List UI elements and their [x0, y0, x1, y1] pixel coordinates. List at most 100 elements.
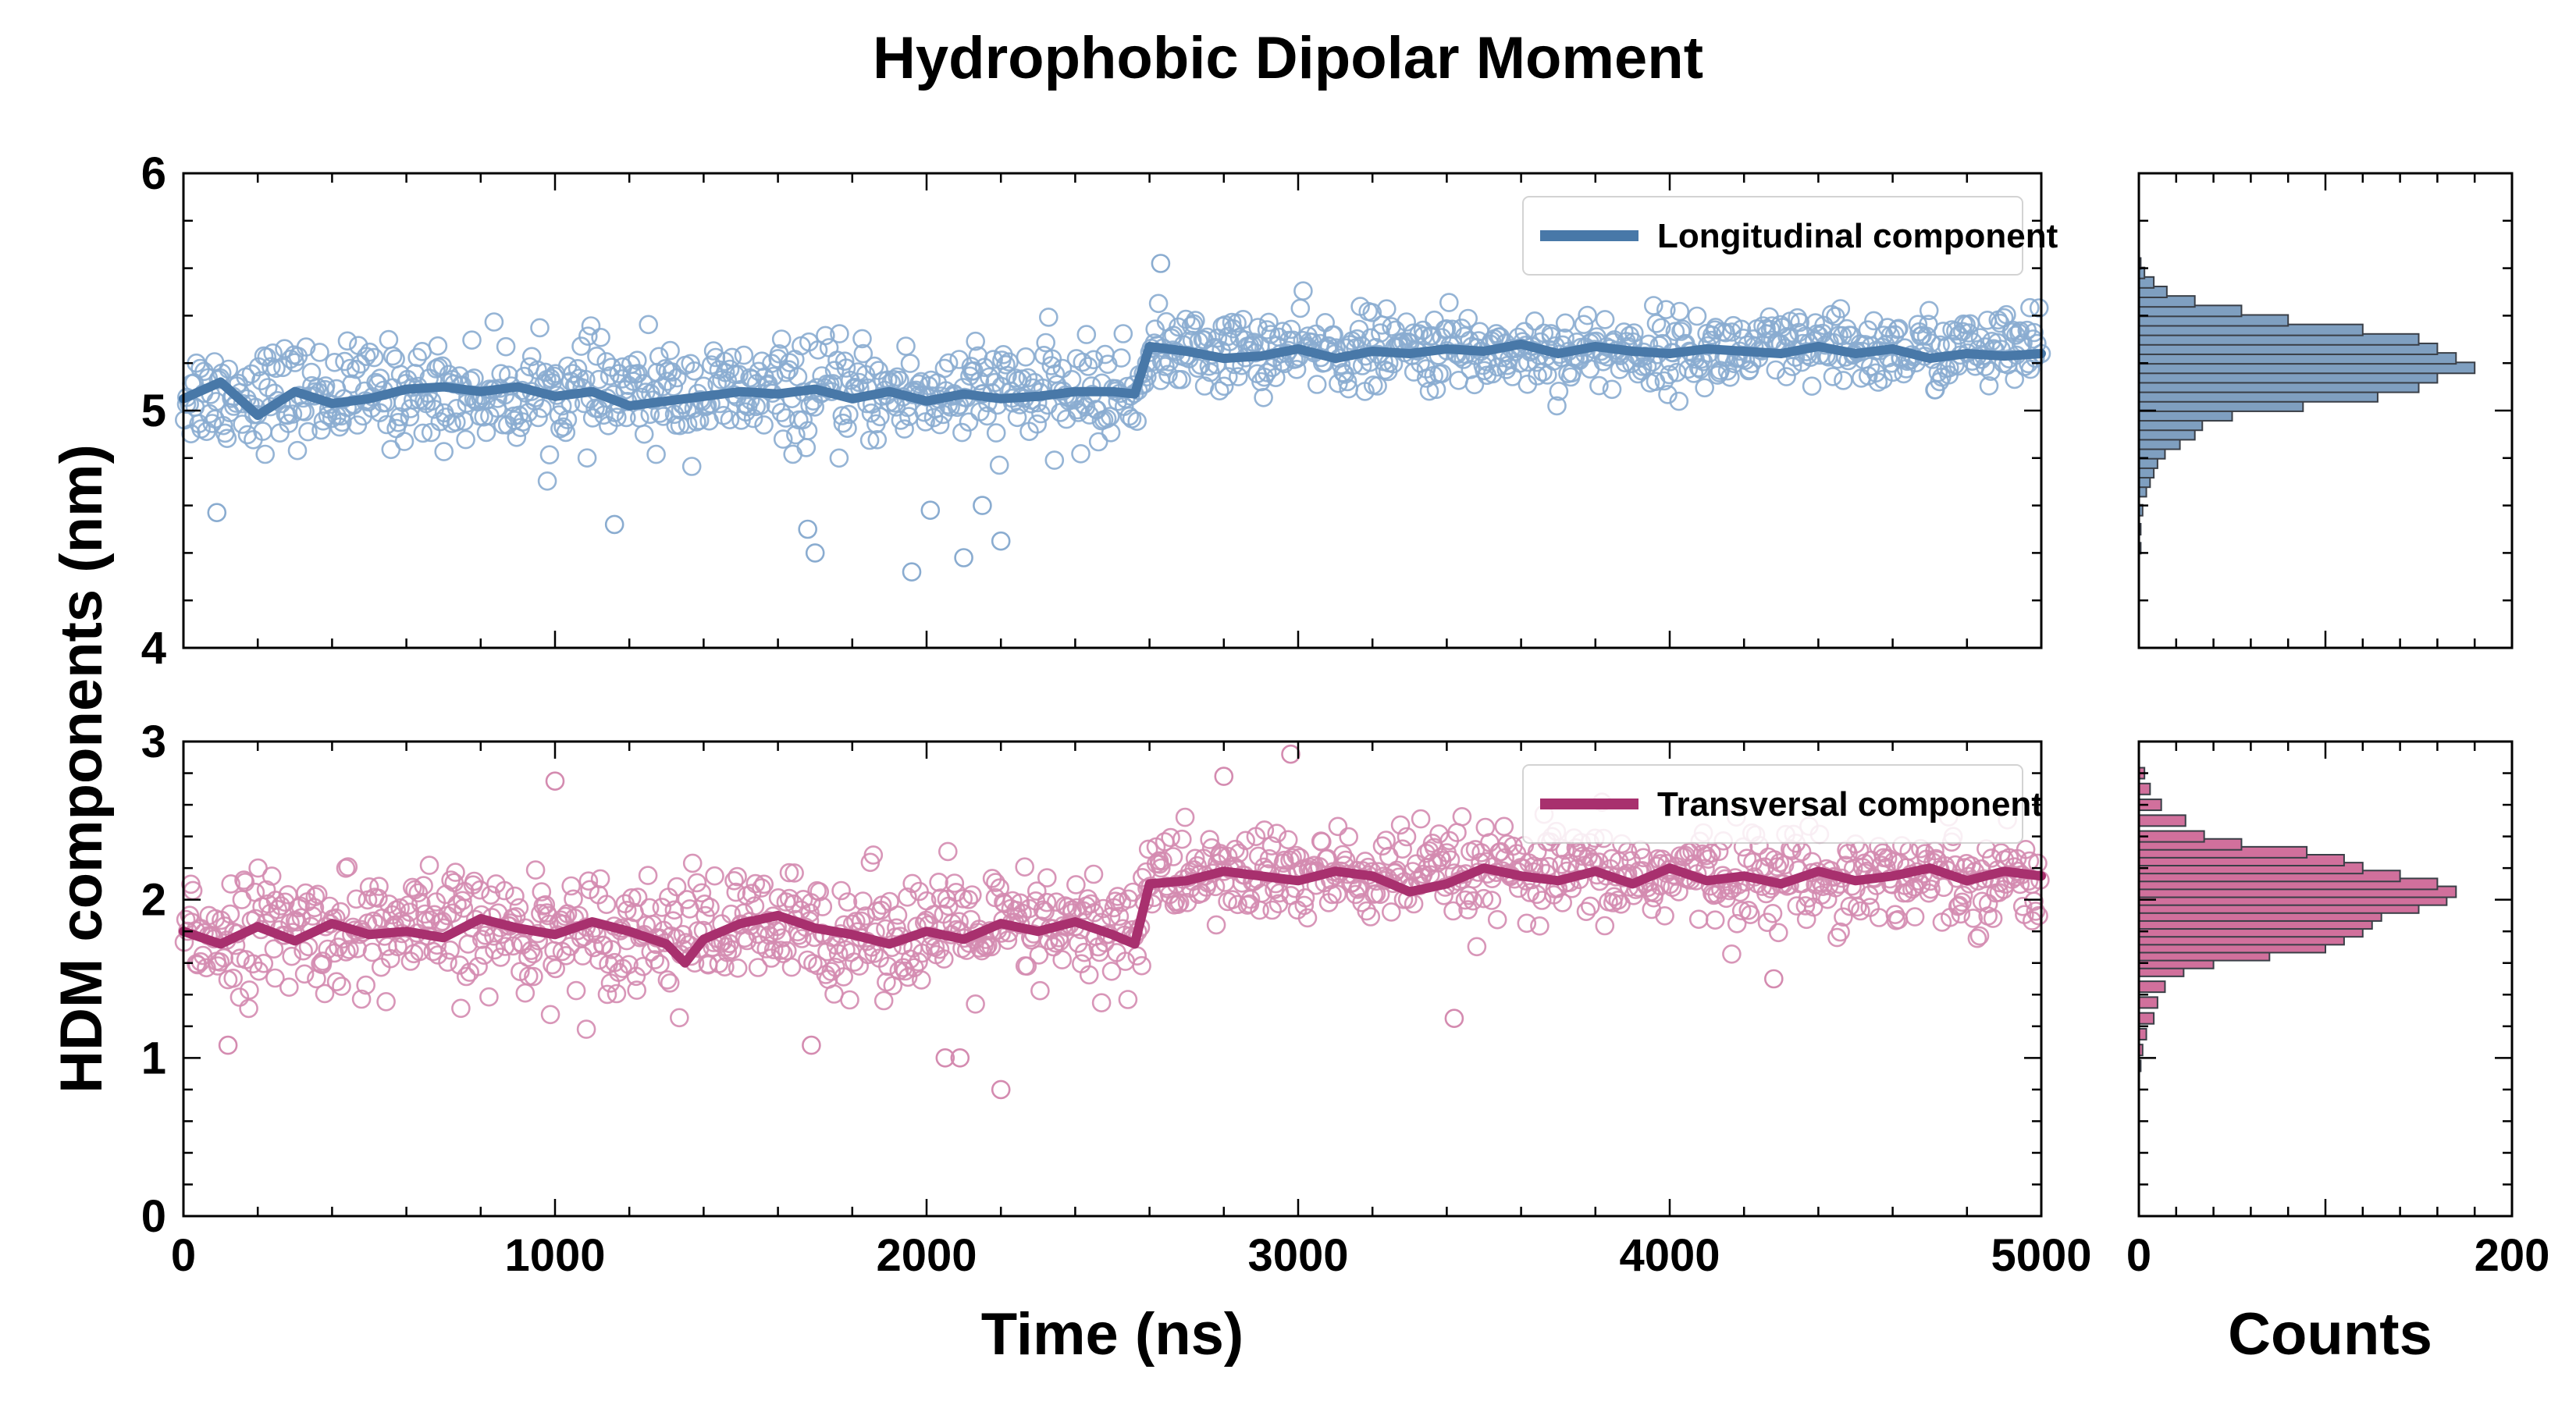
scatter-point	[1290, 298, 1311, 318]
scatter-point	[1650, 876, 1670, 896]
scatter-point	[831, 880, 851, 901]
scatter-point	[2020, 359, 2041, 379]
scatter-point	[1727, 914, 1747, 934]
scatter-point	[715, 957, 735, 976]
scatter-point	[796, 438, 817, 457]
scatter-point	[602, 357, 621, 377]
scatter-point	[646, 444, 666, 464]
scatter-point	[634, 374, 653, 393]
scatter-point	[652, 898, 672, 917]
scatter-point	[402, 877, 422, 898]
scatter-point	[591, 327, 610, 347]
scatter-point	[1097, 409, 1117, 429]
scatter-point	[745, 896, 765, 916]
scatter-point	[1066, 875, 1086, 895]
scatter-point	[1439, 293, 1459, 312]
scatter-point	[1015, 857, 1034, 877]
scatter-point	[886, 397, 906, 417]
scatter-point	[1464, 375, 1485, 395]
scatter-point	[1905, 907, 1925, 927]
scatter-point	[1633, 848, 1653, 868]
scatter-point	[1297, 908, 1318, 928]
scatter-point	[1967, 928, 1987, 948]
scatter-point	[2016, 840, 2036, 859]
scatter-point	[923, 905, 944, 925]
scatter-point	[834, 351, 855, 372]
scatter-point	[798, 421, 818, 441]
legend-box	[1522, 764, 2023, 844]
scatter-point	[1029, 945, 1049, 965]
scatter-point	[1376, 831, 1396, 850]
scatter-point	[692, 883, 712, 903]
scatter-point	[1172, 829, 1192, 849]
scatter-point	[1656, 300, 1676, 320]
scatter-point	[232, 890, 252, 909]
scatter-point	[1949, 895, 1969, 916]
scatter-point	[840, 990, 859, 1010]
scatter-point	[898, 967, 918, 987]
scatter-point	[2019, 851, 2040, 871]
scatter-point	[283, 404, 303, 424]
scatter-point	[1073, 352, 1093, 372]
scatter-point	[206, 392, 226, 411]
scatter-point	[607, 984, 627, 1004]
scatter-point	[2005, 369, 2024, 389]
scatter-point	[695, 895, 715, 914]
scatter-point	[515, 983, 535, 1003]
scatter-point	[909, 952, 928, 972]
scatter-point	[1168, 895, 1188, 914]
scatter-point	[1644, 296, 1663, 315]
scatter-point	[950, 1048, 970, 1068]
scatter-point	[1083, 864, 1104, 884]
scatter-point	[1705, 910, 1725, 930]
scatter-point	[453, 891, 472, 911]
scatter-point	[657, 372, 677, 391]
scatter-point	[581, 316, 601, 336]
scatter-point	[468, 957, 488, 976]
y-tick-label: 2	[141, 875, 166, 926]
scatter-point	[1052, 358, 1073, 379]
scatter-point	[428, 336, 448, 356]
scatter-point	[378, 937, 397, 956]
scatter-point	[1123, 882, 1143, 902]
scatter-point	[183, 880, 203, 901]
scatter-point	[1919, 301, 1939, 321]
series-line-longitudinal	[179, 339, 2046, 421]
scatter-point	[219, 359, 239, 379]
scatter-point	[1382, 902, 1401, 922]
scatter-point	[1259, 312, 1279, 333]
scatter-point	[524, 966, 543, 987]
scatter-point	[779, 863, 799, 883]
scatter-point	[535, 895, 556, 915]
scatter-point	[1368, 376, 1387, 396]
scatter-point	[1921, 879, 1941, 899]
x-tick-label: 5000	[1991, 1230, 2091, 1281]
scatter-point	[1112, 348, 1131, 368]
histogram-bar	[2138, 996, 2158, 1009]
scatter-point	[1860, 898, 1880, 917]
scatter-point	[394, 432, 415, 451]
scatter-point	[728, 866, 747, 887]
scatter-point	[664, 377, 684, 397]
scatter-point	[476, 422, 496, 443]
legend-box	[1522, 196, 2023, 276]
scatter-point	[1432, 364, 1452, 383]
scatter-point	[1042, 349, 1062, 369]
scatter-point	[1425, 310, 1444, 330]
scatter-point	[1324, 325, 1343, 345]
scatter-point	[734, 345, 754, 365]
scatter-point	[634, 424, 654, 444]
scatter-point	[546, 959, 566, 979]
scatter-point	[1494, 816, 1514, 837]
scatter-longitudinal	[175, 254, 2051, 582]
scatter-point	[1660, 365, 1679, 385]
x-axis-label: Time (ns)	[981, 1301, 1244, 1368]
scatter-point	[650, 955, 670, 974]
scatter-point	[1307, 375, 1327, 394]
scatter-point	[1722, 944, 1742, 964]
histogram-longitudinal	[2137, 172, 2514, 649]
scatter-point	[1016, 347, 1036, 367]
scatter-point	[315, 984, 335, 1004]
scatter-point	[573, 946, 592, 966]
scatter-point	[1452, 807, 1472, 827]
